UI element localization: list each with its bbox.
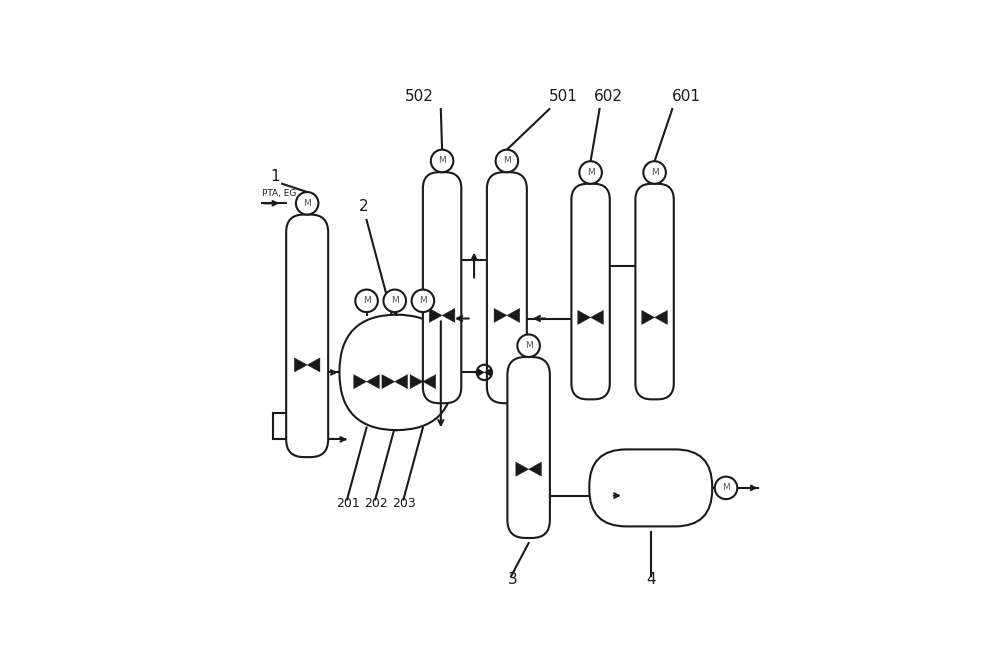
Polygon shape	[591, 311, 603, 325]
FancyBboxPatch shape	[635, 184, 674, 400]
Text: M: M	[303, 199, 311, 207]
Polygon shape	[484, 368, 491, 376]
Polygon shape	[382, 374, 395, 388]
Text: 3: 3	[507, 572, 517, 587]
Circle shape	[579, 161, 602, 184]
Circle shape	[355, 289, 378, 312]
Text: 201: 201	[336, 497, 360, 510]
FancyBboxPatch shape	[339, 315, 454, 430]
Text: 501: 501	[549, 89, 578, 104]
Circle shape	[383, 289, 406, 312]
Polygon shape	[294, 358, 307, 372]
Text: M: M	[587, 168, 594, 177]
Text: M: M	[363, 297, 370, 305]
Polygon shape	[423, 374, 436, 388]
Polygon shape	[516, 462, 529, 476]
Circle shape	[643, 161, 666, 184]
Polygon shape	[642, 311, 655, 325]
Text: M: M	[503, 156, 511, 166]
Text: 601: 601	[672, 89, 701, 104]
Polygon shape	[354, 374, 367, 388]
Text: 202: 202	[364, 497, 388, 510]
Text: M: M	[525, 341, 533, 350]
Polygon shape	[507, 309, 520, 323]
FancyBboxPatch shape	[286, 215, 328, 457]
Text: 2: 2	[359, 199, 369, 213]
Circle shape	[715, 477, 737, 499]
Text: M: M	[651, 168, 658, 177]
Polygon shape	[655, 311, 667, 325]
Circle shape	[412, 289, 434, 312]
Text: 1: 1	[271, 168, 280, 184]
Text: M: M	[419, 297, 427, 305]
Polygon shape	[410, 374, 423, 388]
Circle shape	[431, 150, 453, 172]
Text: 502: 502	[405, 89, 434, 104]
FancyBboxPatch shape	[487, 172, 527, 403]
FancyBboxPatch shape	[571, 184, 610, 400]
Circle shape	[517, 334, 540, 357]
Text: M: M	[722, 483, 730, 492]
Text: 602: 602	[593, 89, 622, 104]
Polygon shape	[307, 358, 320, 372]
Text: PTA, EG: PTA, EG	[262, 189, 296, 198]
Circle shape	[296, 192, 318, 215]
Text: M: M	[438, 156, 446, 166]
Text: 203: 203	[392, 497, 416, 510]
Polygon shape	[367, 374, 379, 388]
Text: 4: 4	[647, 572, 656, 587]
FancyBboxPatch shape	[589, 450, 712, 527]
Polygon shape	[494, 309, 507, 323]
Polygon shape	[578, 311, 591, 325]
FancyBboxPatch shape	[507, 357, 550, 538]
Text: M: M	[391, 297, 399, 305]
Polygon shape	[529, 462, 541, 476]
Circle shape	[496, 150, 518, 172]
Polygon shape	[429, 309, 442, 323]
Polygon shape	[395, 374, 408, 388]
FancyBboxPatch shape	[423, 172, 461, 403]
Polygon shape	[478, 368, 484, 376]
Polygon shape	[442, 309, 455, 323]
